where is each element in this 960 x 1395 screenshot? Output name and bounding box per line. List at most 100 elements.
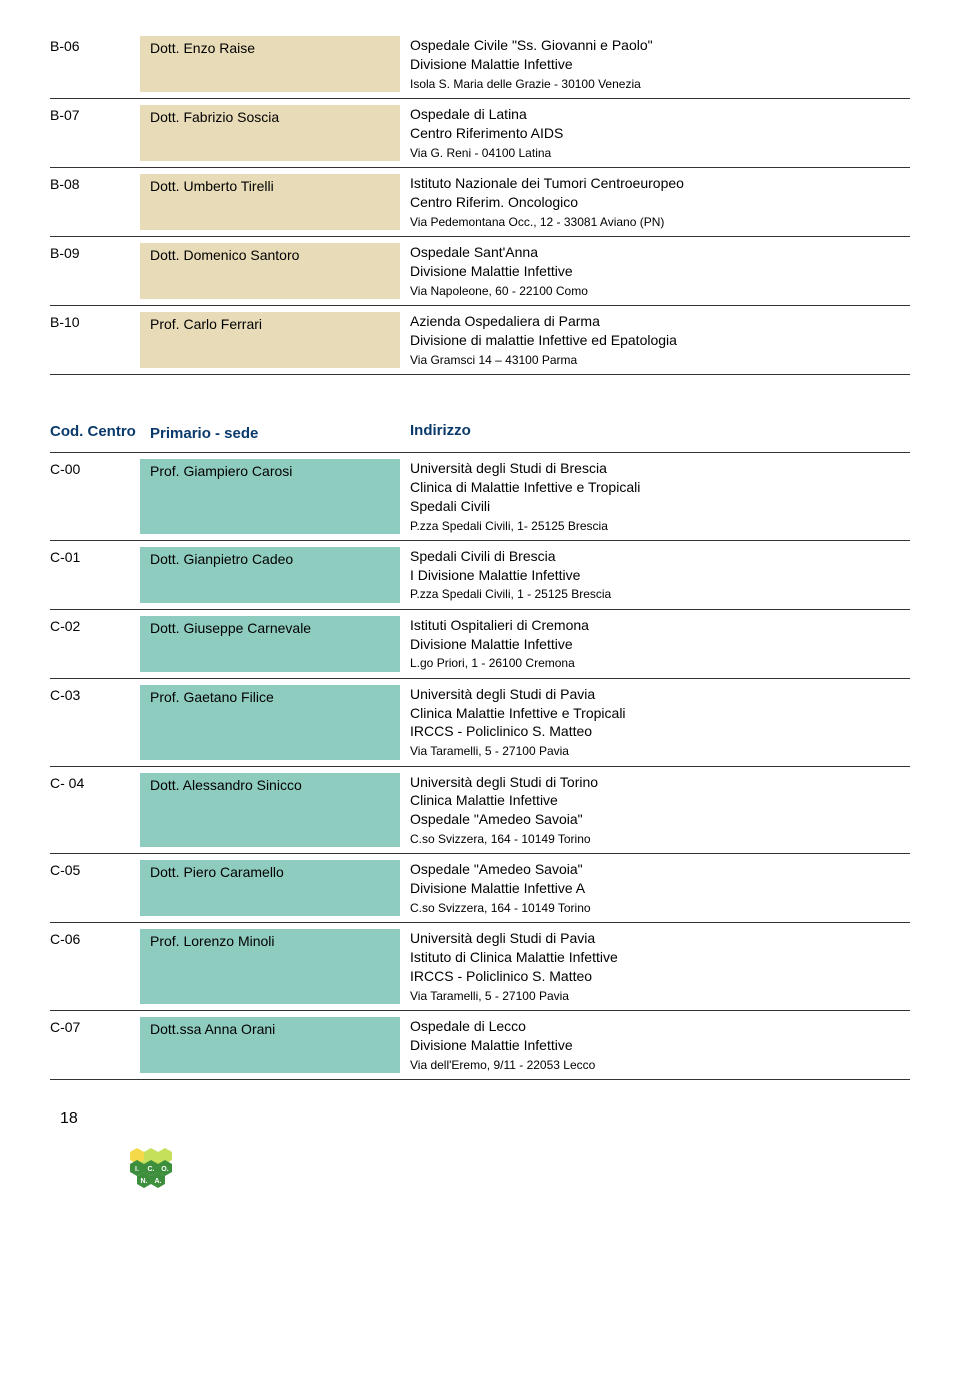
address-small: Via Taramelli, 5 - 27100 Pavia	[410, 988, 910, 1004]
address-line: Università degli Studi di Pavia	[410, 929, 910, 948]
address-small: Via Pedemontana Occ., 12 - 33081 Aviano …	[410, 214, 910, 230]
table-row: B-06Dott. Enzo RaiseOspedale Civile "Ss.…	[50, 30, 910, 99]
name-cell: Dott. Alessandro Sinicco	[140, 773, 400, 848]
address-line: Divisione Malattie Infettive A	[410, 879, 910, 898]
table-row: C-03Prof. Gaetano FiliceUniversità degli…	[50, 679, 910, 767]
name-cell: Prof. Giampiero Carosi	[140, 459, 400, 534]
address-line: Università degli Studi di Brescia	[410, 459, 910, 478]
address-line: IRCCS - Policlinico S. Matteo	[410, 722, 910, 741]
address-line: Divisione Malattie Infettive	[410, 1036, 910, 1055]
name-cell: Dott. Fabrizio Soscia	[140, 105, 400, 161]
table-row: C-00Prof. Giampiero CarosiUniversità deg…	[50, 453, 910, 541]
logo-letter: N.	[141, 1178, 148, 1185]
address-line: Ospedale "Amedeo Savoia"	[410, 810, 910, 829]
address-cell: Università degli Studi di TorinoClinica …	[400, 773, 910, 848]
name-cell: Dott.ssa Anna Orani	[140, 1017, 400, 1073]
address-cell: Università degli Studi di PaviaClinica M…	[400, 685, 910, 760]
code-cell: C-02	[50, 616, 140, 672]
address-cell: Ospedale di LeccoDivisione Malattie Infe…	[400, 1017, 910, 1073]
address-line: Divisione Malattie Infettive	[410, 262, 910, 281]
table-row: C-06Prof. Lorenzo MinoliUniversità degli…	[50, 923, 910, 1011]
logo-letter: A.	[155, 1178, 162, 1185]
address-line: Divisione di malattie Infettive ed Epato…	[410, 331, 910, 350]
name-cell: Dott. Domenico Santoro	[140, 243, 400, 299]
address-cell: Istituto Nazionale dei Tumori Centroeuro…	[400, 174, 910, 230]
table-row: B-10Prof. Carlo FerrariAzienda Ospedalie…	[50, 306, 910, 375]
code-cell: C-03	[50, 685, 140, 760]
code-cell: C-06	[50, 929, 140, 1004]
address-cell: Ospedale "Amedeo Savoia"Divisione Malatt…	[400, 860, 910, 916]
address-line: Ospedale Civile "Ss. Giovanni e Paolo"	[410, 36, 910, 55]
code-cell: C-00	[50, 459, 140, 534]
code-cell: C-01	[50, 547, 140, 603]
address-line: Istituti Ospitalieri di Cremona	[410, 616, 910, 635]
address-line: Istituto di Clinica Malattie Infettive	[410, 948, 910, 967]
address-line: Centro Riferim. Oncologico	[410, 193, 910, 212]
address-cell: Istituti Ospitalieri di CremonaDivisione…	[400, 616, 910, 672]
code-cell: B-06	[50, 36, 140, 92]
address-small: P.zza Spedali Civili, 1- 25125 Brescia	[410, 518, 910, 534]
address-line: Università degli Studi di Pavia	[410, 685, 910, 704]
name-cell: Dott. Giuseppe Carnevale	[140, 616, 400, 672]
address-line: Ospedale Sant'Anna	[410, 243, 910, 262]
address-line: Ospedale di Latina	[410, 105, 910, 124]
header-code: Cod. Centro	[50, 421, 140, 446]
address-line: Ospedale di Lecco	[410, 1017, 910, 1036]
address-line: I Divisione Malattie Infettive	[410, 566, 910, 585]
address-line: Università degli Studi di Torino	[410, 773, 910, 792]
address-cell: Università degli Studi di PaviaIstituto …	[400, 929, 910, 1004]
logo-letter: O.	[161, 1166, 168, 1173]
table-header-row: Cod. Centro Primario - sede Indirizzo	[50, 413, 910, 453]
name-cell: Prof. Carlo Ferrari	[140, 312, 400, 368]
address-line: Divisione Malattie Infettive	[410, 55, 910, 74]
address-small: Via Gramsci 14 – 43100 Parma	[410, 352, 910, 368]
address-small: Via Napoleone, 60 - 22100 Como	[410, 283, 910, 299]
code-cell: B-08	[50, 174, 140, 230]
name-cell: Dott. Piero Caramello	[140, 860, 400, 916]
code-cell: C- 04	[50, 773, 140, 848]
address-line: Azienda Ospedaliera di Parma	[410, 312, 910, 331]
address-line: Divisione Malattie Infettive	[410, 635, 910, 654]
logo-letter: I.	[135, 1166, 139, 1173]
address-cell: Università degli Studi di BresciaClinica…	[400, 459, 910, 534]
address-small: P.zza Spedali Civili, 1 - 25125 Brescia	[410, 586, 910, 602]
name-cell: Prof. Lorenzo Minoli	[140, 929, 400, 1004]
address-line: Clinica di Malattie Infettive e Tropical…	[410, 478, 910, 497]
table-row: C-05Dott. Piero CaramelloOspedale "Amede…	[50, 854, 910, 923]
code-cell: B-07	[50, 105, 140, 161]
table-row: C- 04Dott. Alessandro SiniccoUniversità …	[50, 767, 910, 855]
address-cell: Azienda Ospedaliera di ParmaDivisione di…	[400, 312, 910, 368]
address-small: C.so Svizzera, 164 - 10149 Torino	[410, 900, 910, 916]
code-cell: C-05	[50, 860, 140, 916]
table-row: C-01Dott. Gianpietro Cadeo Spedali Civili…	[50, 541, 910, 610]
address-small: Via G. Reni - 04100 Latina	[410, 145, 910, 161]
logo-icona: I. C. O. N. A.	[110, 1134, 910, 1194]
address-line: IRCCS - Policlinico S. Matteo	[410, 967, 910, 986]
address-cell: Ospedale di LatinaCentro Riferimento AID…	[400, 105, 910, 161]
name-cell: Dott. Gianpietro Cadeo	[140, 547, 400, 603]
table-row: C-02Dott. Giuseppe CarnevaleIstituti Osp…	[50, 610, 910, 679]
name-cell: Dott. Enzo Raise	[140, 36, 400, 92]
page-number: 18	[60, 1110, 910, 1128]
address-line: Clinica Malattie Infettive	[410, 791, 910, 810]
header-name: Primario - sede	[140, 421, 400, 446]
address-cell: Ospedale Civile "Ss. Giovanni e Paolo"Di…	[400, 36, 910, 92]
address-line: Spedali Civili di Brescia	[410, 547, 910, 566]
address-small: L.go Priori, 1 - 26100 Cremona	[410, 655, 910, 671]
address-small: Via Taramelli, 5 - 27100 Pavia	[410, 743, 910, 759]
table-section-c: C-00Prof. Giampiero CarosiUniversità deg…	[50, 453, 910, 1080]
address-small: Via dell'Eremo, 9/11 - 22053 Lecco	[410, 1057, 910, 1073]
address-small: C.so Svizzera, 164 - 10149 Torino	[410, 831, 910, 847]
code-cell: B-10	[50, 312, 140, 368]
code-cell: B-09	[50, 243, 140, 299]
header-addr: Indirizzo	[400, 421, 910, 446]
address-cell: Ospedale Sant'AnnaDivisione Malattie Inf…	[400, 243, 910, 299]
table-row: B-08Dott. Umberto TirelliIstituto Nazion…	[50, 168, 910, 237]
address-small: Isola S. Maria delle Grazie - 30100 Vene…	[410, 76, 910, 92]
table-row: C-07Dott.ssa Anna OraniOspedale di Lecco…	[50, 1011, 910, 1080]
table-row: B-07Dott. Fabrizio SosciaOspedale di Lat…	[50, 99, 910, 168]
address-line: Spedali Civili	[410, 497, 910, 516]
table-row: B-09Dott. Domenico SantoroOspedale Sant'…	[50, 237, 910, 306]
address-line: Centro Riferimento AIDS	[410, 124, 910, 143]
logo-letter: C.	[148, 1166, 155, 1173]
